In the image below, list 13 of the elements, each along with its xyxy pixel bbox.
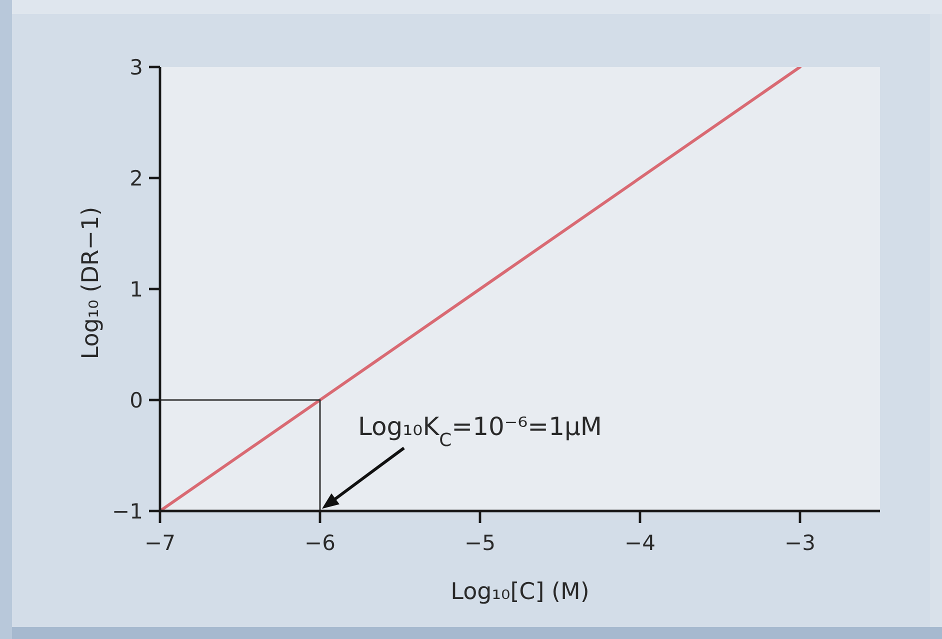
y-tick-label: 1 [130,277,143,302]
annotation: Log₁₀K$_{C}$=10⁻⁶=1μM [358,412,602,450]
x-tick-label: −7 [144,530,176,555]
x-tick-label: −3 [784,530,816,555]
y-tick-label: 2 [130,166,143,190]
y-tick-label: −1 [112,499,143,524]
y-tick-label: 0 [130,388,143,412]
y-axis-title: Log₁₀ (DR−1) [78,206,104,360]
x-tick-label: −6 [304,530,336,555]
x-tick-label: −5 [464,530,496,555]
x-axis-title: Log₁₀[C] (M) [450,579,590,605]
x-tick-label: −4 [624,530,656,555]
y-tick-label: 3 [130,55,143,80]
